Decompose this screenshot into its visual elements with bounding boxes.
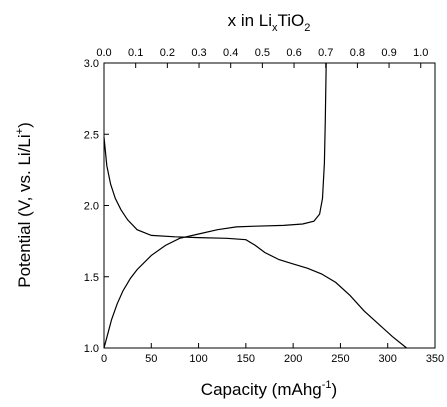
y-axis-title: Potential (V, vs. Li/Li+)	[14, 122, 34, 288]
x2-tick-label: 0.2	[160, 47, 175, 59]
x-axis-title: Capacity (mAhg-1)	[201, 379, 337, 399]
x-tick-label: 150	[237, 353, 255, 365]
x-tick-label: 100	[189, 353, 207, 365]
x-tick-label: 350	[426, 353, 444, 365]
plot-frame	[103, 62, 436, 349]
y-tick-label: 1.5	[84, 272, 99, 284]
x2-tick-label: 0.8	[350, 47, 365, 59]
x2-tick-label: 0.9	[381, 47, 396, 59]
x-tick-label: 200	[284, 353, 302, 365]
x2-tick-label: 0.7	[318, 47, 333, 59]
x-tick-label: 0	[101, 353, 107, 365]
x2-tick-label: 0.5	[255, 47, 270, 59]
x2-tick-label: 0.3	[191, 47, 206, 59]
y-tick-label: 2.0	[84, 201, 99, 213]
x-tick-label: 250	[331, 353, 349, 365]
x2-tick-label: 0.6	[286, 47, 301, 59]
x2-tick-label: 1.0	[413, 47, 428, 59]
y-tick-label: 2.5	[84, 129, 99, 141]
curve	[103, 62, 327, 349]
curve	[103, 137, 407, 349]
x-tick-label: 300	[379, 353, 397, 365]
x-tick-label: 50	[145, 353, 157, 365]
x2-tick-label: 0.0	[96, 47, 111, 59]
y-tick-label: 1.0	[84, 343, 99, 355]
x2-tick-label: 0.4	[223, 47, 238, 59]
top-axis-title: x in LixTiO2	[228, 11, 311, 34]
y-tick-label: 3.0	[84, 58, 99, 70]
x2-tick-label: 0.1	[128, 47, 143, 59]
